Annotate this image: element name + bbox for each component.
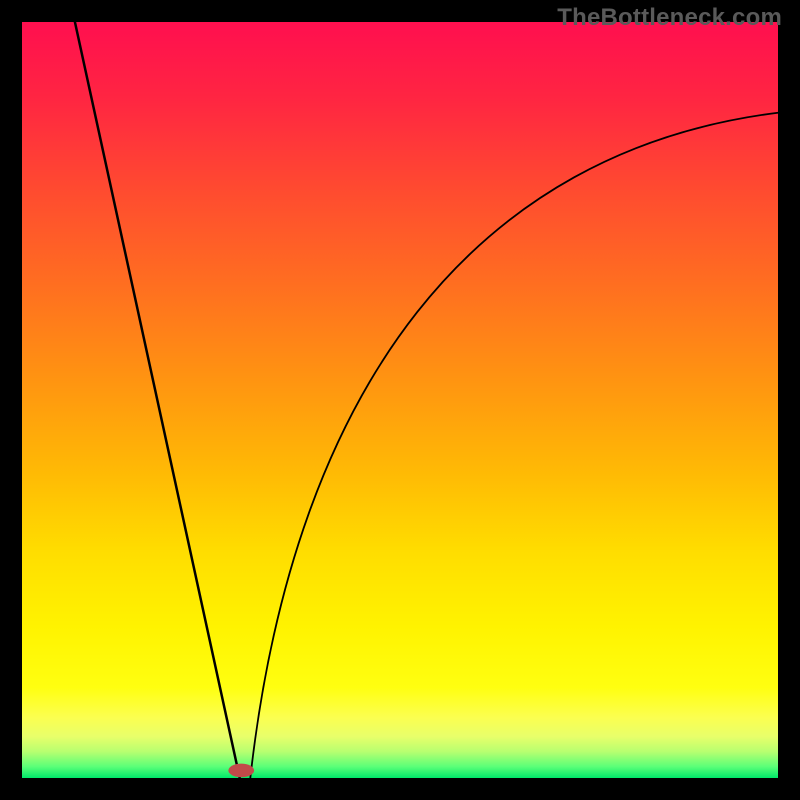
right-curve — [250, 113, 778, 778]
minimum-marker — [228, 764, 254, 778]
curves-layer — [22, 22, 778, 778]
chart-container: TheBottleneck.com — [0, 0, 800, 800]
plot-area — [22, 22, 778, 778]
left-line — [75, 22, 240, 778]
watermark-text: TheBottleneck.com — [557, 4, 782, 32]
